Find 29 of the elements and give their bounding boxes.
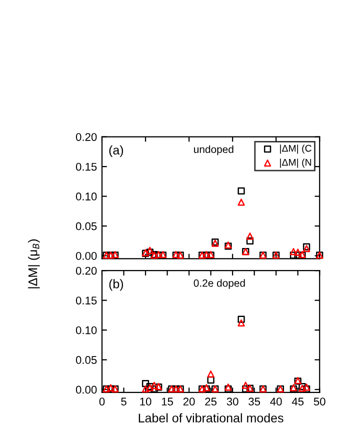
y-tick-label: 0.20: [76, 133, 97, 141]
y-tick-label: 0.00: [76, 386, 97, 394]
annotation: (a): [109, 145, 124, 158]
x-tick-label: 35: [248, 398, 260, 406]
x-tick-label: 10: [140, 398, 152, 406]
y-tick-label: 0.00: [76, 252, 97, 260]
y-tick-label: 0.15: [76, 162, 97, 171]
y-tick-label: 0.05: [76, 356, 97, 364]
y-tick-label: 0.05: [76, 222, 97, 230]
x-tick-label: 40: [270, 398, 282, 406]
y-axis-title: |ΔM| (μ$_{B}$): [28, 239, 40, 288]
x-tick-label: 0: [99, 398, 105, 406]
y-tick-label: 0.20: [76, 266, 97, 275]
x-tick-label: 30: [226, 398, 238, 406]
x-tick-label: 25: [205, 398, 217, 406]
y-tick-label: 0.15: [76, 296, 97, 304]
legend-label: |ΔM| (C: [280, 144, 312, 154]
y-tick-label: 0.10: [76, 192, 97, 200]
y-tick-label: 0.10: [76, 326, 97, 334]
annotation: undoped: [194, 145, 234, 156]
x-tick-label: 20: [183, 398, 195, 406]
x-tick-label: 15: [162, 398, 173, 406]
annotation: (b): [109, 279, 124, 291]
annotation: 0.2e doped: [194, 279, 245, 289]
x-axis-title: Label of vibrational modes: [138, 413, 284, 422]
x-tick-label: 45: [292, 398, 304, 406]
x-tick-label: 50: [314, 398, 326, 406]
legend-label: |ΔM| (N: [280, 158, 312, 168]
x-tick-label: 5: [121, 398, 126, 406]
